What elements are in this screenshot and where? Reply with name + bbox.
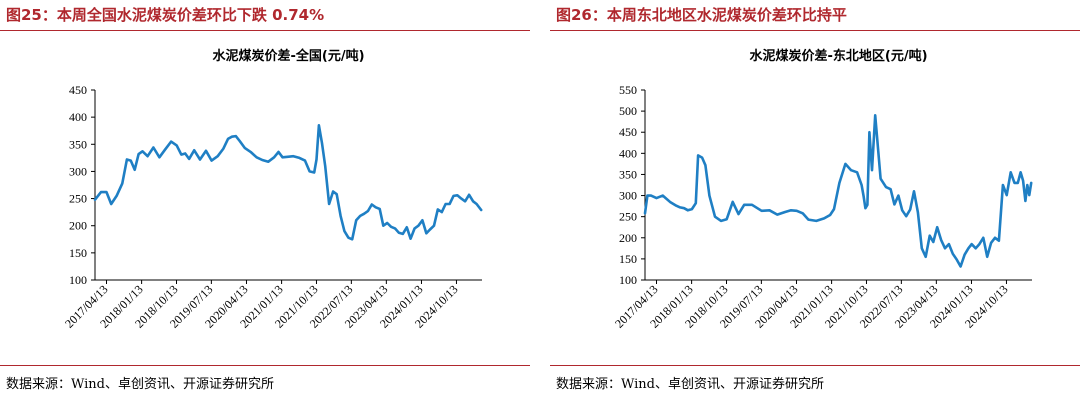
y-tick-label: 300 bbox=[69, 164, 87, 178]
figure-title: 图26：本周东北地区水泥煤炭价差环比持平 bbox=[556, 6, 847, 24]
y-tick-label: 100 bbox=[619, 273, 637, 287]
northeast-price-gap-chart: 水泥煤炭价差-东北地区(元/吨) 100 150 200 250 300 350 400 450… bbox=[550, 34, 1080, 362]
chart-svg: 水泥煤炭价差-东北地区(元/吨) 100 150 200 250 300 350 400 450… bbox=[612, 48, 1033, 331]
y-tick-label: 450 bbox=[619, 125, 637, 139]
series-line bbox=[93, 124, 483, 241]
title-rule bbox=[0, 30, 530, 31]
source-rule bbox=[0, 365, 530, 366]
figure-title: 图25：本周全国水泥煤炭价差环比下跌 0.74% bbox=[6, 6, 325, 24]
figure-source: 数据来源：Wind、卓创资讯、开源证券研究所 bbox=[6, 377, 274, 392]
y-tick-label: 500 bbox=[619, 104, 637, 118]
y-tick-label: 250 bbox=[619, 210, 637, 224]
title-rule bbox=[550, 30, 1080, 31]
y-tick-label: 250 bbox=[69, 192, 87, 206]
figure-panel-national: 图25：本周全国水泥煤炭价差环比下跌 0.74% 水泥煤炭价差-全国(元/吨) 1… bbox=[0, 0, 530, 407]
y-tick-label: 200 bbox=[69, 219, 87, 233]
chart-title: 水泥煤炭价差-东北地区(元/吨) bbox=[749, 48, 927, 64]
y-tick-label: 150 bbox=[69, 246, 87, 260]
y-tick-label: 400 bbox=[69, 110, 87, 124]
figure-panel-northeast: 图26：本周东北地区水泥煤炭价差环比持平 水泥煤炭价差-东北地区(元/吨) 100… bbox=[550, 0, 1080, 407]
y-tick-label: 350 bbox=[619, 167, 637, 181]
series-line bbox=[643, 114, 1033, 268]
chart-title: 水泥煤炭价差-全国(元/吨) bbox=[212, 48, 364, 64]
y-tick-label: 150 bbox=[619, 252, 637, 266]
y-tick-label: 550 bbox=[619, 83, 637, 97]
national-price-gap-chart: 水泥煤炭价差-全国(元/吨) 100 150 200 250 300 350 400 450 20… bbox=[0, 34, 530, 362]
y-tick-label: 300 bbox=[619, 189, 637, 203]
y-tick-label: 200 bbox=[619, 231, 637, 245]
figure-source: 数据来源：Wind、卓创资讯、开源证券研究所 bbox=[556, 377, 824, 392]
chart-svg: 水泥煤炭价差-全国(元/吨)10015020025030035040045020… bbox=[62, 48, 483, 331]
y-tick-label: 350 bbox=[69, 137, 87, 151]
source-rule bbox=[550, 365, 1080, 366]
y-tick-label: 400 bbox=[619, 146, 637, 160]
y-tick-label: 450 bbox=[69, 83, 87, 97]
y-tick-label: 100 bbox=[69, 273, 87, 287]
